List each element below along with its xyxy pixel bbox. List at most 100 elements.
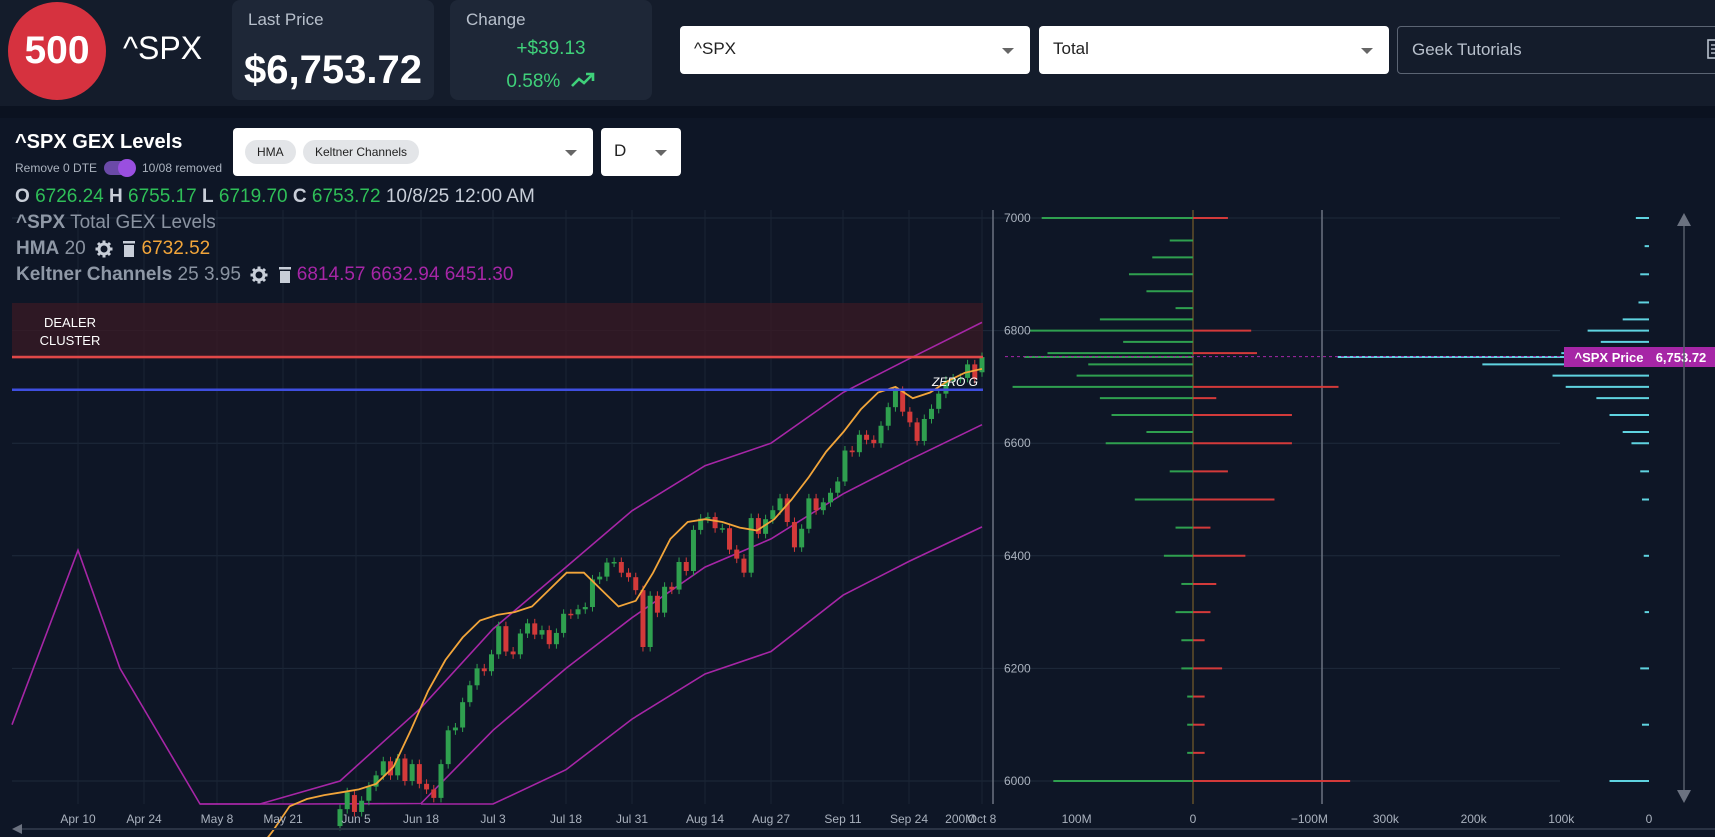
price-tag: ^SPX Price 6,753.72: [1564, 347, 1715, 367]
candle: [525, 618, 531, 638]
symbol-select[interactable]: ^SPX: [680, 26, 1030, 74]
candle-body: [366, 786, 372, 801]
candle-body: [604, 562, 610, 577]
candle-body: [979, 357, 985, 373]
candle-body: [539, 630, 545, 635]
candle-body: [972, 364, 978, 380]
x-tick-label: May 21: [263, 812, 303, 826]
remove-dte-toggle[interactable]: [104, 159, 136, 177]
candle: [532, 618, 538, 640]
x-tick-label: Aug 27: [752, 812, 790, 826]
candle: [546, 625, 552, 649]
candle-body: [835, 481, 841, 493]
scroll-down-icon: [1677, 790, 1691, 803]
candle: [828, 488, 834, 507]
list-icon: [1707, 39, 1715, 59]
high-value: 6755.17: [128, 186, 197, 207]
candle-body: [402, 758, 408, 781]
candle-body: [683, 561, 689, 572]
candle: [842, 446, 848, 486]
candle-body: [589, 579, 595, 608]
candle: [871, 435, 877, 448]
x-tick-label: Apr 10: [60, 812, 96, 826]
candle: [784, 493, 790, 527]
candle-body: [799, 528, 805, 548]
candle: [582, 602, 588, 614]
tutorials-select[interactable]: Geek Tutorials: [1397, 26, 1715, 74]
x-tick-label: May 8: [201, 812, 234, 826]
candle: [647, 591, 653, 652]
y-tick-label: 7000: [1004, 211, 1031, 225]
candle: [467, 680, 473, 707]
y-tick-label: 6800: [1004, 324, 1031, 338]
logo[interactable]: 500: [8, 2, 106, 100]
candle: [835, 476, 841, 498]
candle-body: [777, 498, 783, 511]
keltner-channels: [11, 321, 983, 805]
gear-icon[interactable]: [95, 240, 113, 258]
candle: [777, 493, 783, 515]
indicator-select[interactable]: HMA Keltner Channels: [233, 128, 593, 176]
candle-body: [712, 516, 718, 529]
vol-x-tick-label: 0: [1646, 812, 1653, 826]
candle-body: [943, 380, 949, 394]
panel-title: ^SPX GEX Levels: [15, 131, 183, 153]
candle: [387, 756, 393, 780]
trash-icon[interactable]: [122, 240, 136, 258]
candle: [553, 628, 559, 649]
x-tick-label: Jun 5: [341, 812, 371, 826]
indicator-chip-keltner[interactable]: Keltner Channels: [303, 140, 420, 164]
candle-body: [467, 685, 473, 703]
candle: [929, 404, 935, 424]
candle-body: [705, 516, 711, 519]
candle-body: [763, 519, 769, 534]
candle-body: [878, 425, 884, 444]
vol-x-tick-label: 300k: [1373, 812, 1400, 826]
candle: [575, 604, 581, 619]
candle: [503, 621, 509, 657]
candle-body: [690, 529, 696, 572]
candle: [734, 545, 740, 564]
candle: [943, 376, 949, 399]
gear-icon[interactable]: [250, 266, 268, 284]
timeframe-select[interactable]: D: [601, 128, 681, 176]
gex-x-tick-label: 100M: [1062, 812, 1092, 826]
candle: [755, 513, 761, 539]
gex-x-tick-label: 0: [1190, 812, 1197, 826]
candle: [337, 804, 343, 831]
candle: [806, 493, 812, 534]
candle: [972, 359, 978, 384]
gex-chart[interactable]: DEALER CLUSTER ZERO G Apr 10 Apr 24 May 8 M…: [0, 208, 1715, 837]
trash-icon[interactable]: [278, 266, 292, 284]
price-tag-value-box: [1647, 347, 1715, 367]
price-tag-value: 6,753.72: [1656, 350, 1707, 365]
indicator-chip-hma[interactable]: HMA: [245, 140, 296, 164]
candlesticks: [337, 352, 985, 831]
candle-body: [409, 764, 415, 781]
candle-body: [791, 522, 797, 548]
candle: [481, 663, 487, 676]
candle: [813, 493, 819, 515]
candle-body: [921, 418, 927, 441]
candle-body: [900, 390, 906, 412]
candle-body: [864, 434, 870, 440]
change-label: Change: [466, 10, 526, 29]
gex-type-select[interactable]: Total: [1039, 26, 1389, 74]
candle-body: [416, 764, 422, 784]
chevron-down-icon: [1361, 48, 1373, 54]
candle: [510, 647, 516, 659]
dealer-cluster-label-1: DEALER: [44, 315, 96, 330]
candle-body: [957, 377, 963, 380]
candle-body: [395, 758, 401, 776]
x-tick-label: Jul 31: [616, 812, 648, 826]
candle-body: [806, 498, 812, 529]
axis-labels: Apr 10 Apr 24 May 8 May 21 Jun 5 Jun 18 Jul 3 J…: [60, 211, 1652, 826]
zoom-scrollbar[interactable]: [1677, 213, 1691, 803]
hma-line: [267, 368, 983, 837]
candle: [373, 770, 379, 792]
price-tag-label-box: [1564, 347, 1654, 367]
low-value: 6719.70: [218, 186, 288, 207]
candle: [445, 725, 451, 769]
candle: [741, 554, 747, 578]
chevron-down-icon: [565, 150, 577, 156]
